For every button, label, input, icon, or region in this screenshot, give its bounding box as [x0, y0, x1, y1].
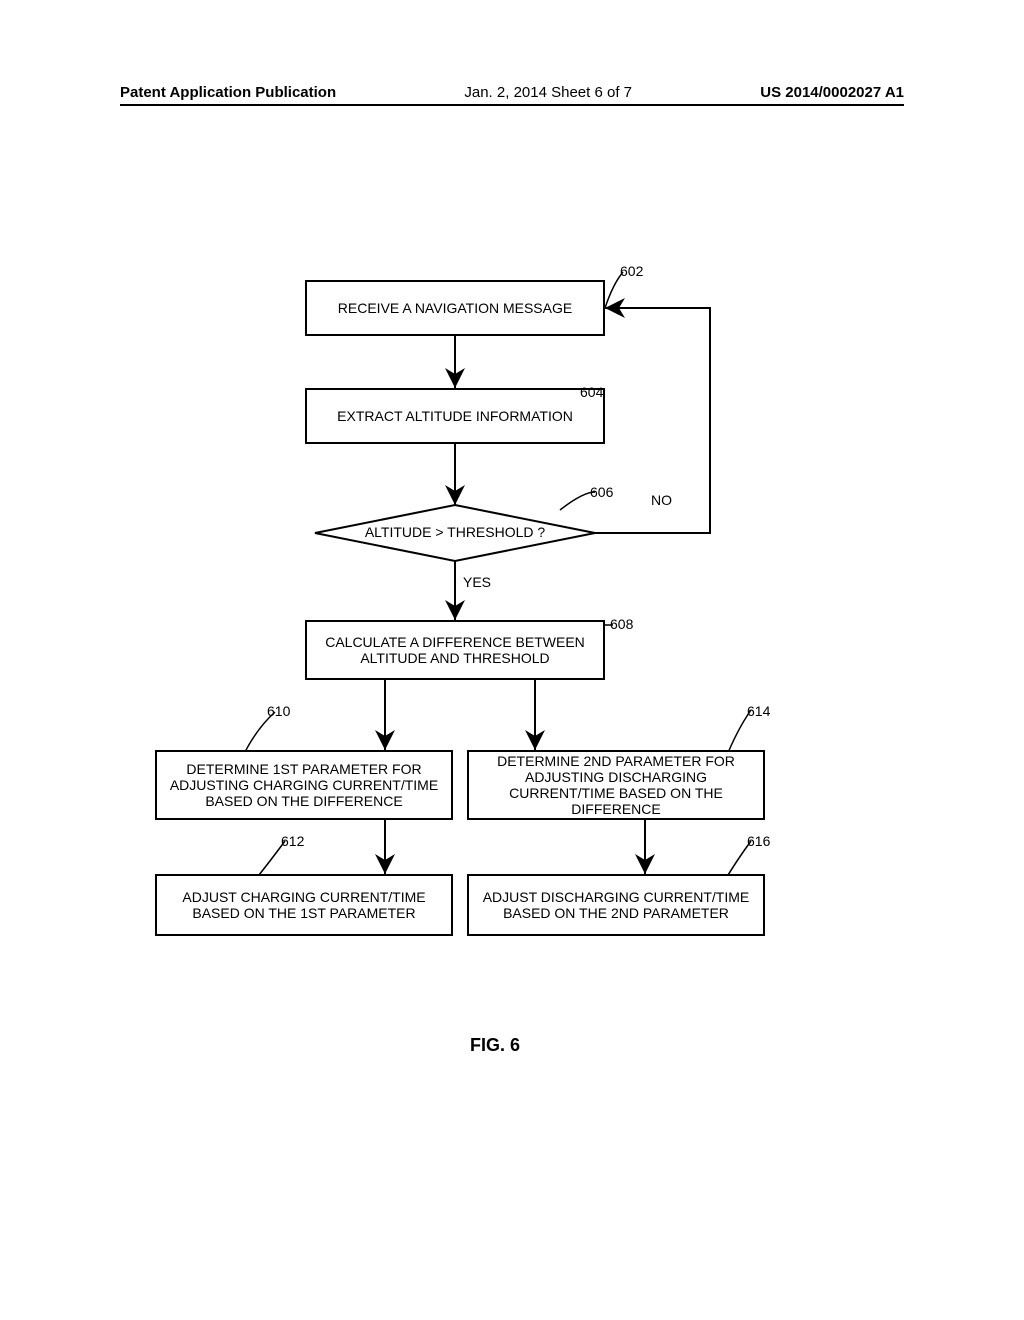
flowchart-box-612: ADJUST CHARGING CURRENT/TIME BASED ON TH… — [155, 874, 453, 936]
figure-label: FIG. 6 — [470, 1035, 520, 1056]
ref-label-610: 610 — [267, 703, 290, 719]
ref-label-608: 608 — [610, 616, 633, 632]
flowchart-box-608: CALCULATE A DIFFERENCE BETWEEN ALTITUDE … — [305, 620, 605, 680]
flowchart-diagram: RECEIVE A NAVIGATION MESSAGE 602 EXTRACT A… — [155, 260, 871, 1020]
ref-label-616: 616 — [747, 833, 770, 849]
ref-label-606: 606 — [590, 484, 613, 500]
edge-label-no: NO — [651, 492, 672, 508]
ref-label-602: 602 — [620, 263, 643, 279]
flowchart-box-616: ADJUST DISCHARGING CURRENT/TIME BASED ON… — [467, 874, 765, 936]
flowchart-box-604: EXTRACT ALTITUDE INFORMATION — [305, 388, 605, 444]
header-rule — [120, 104, 904, 106]
ref-label-612: 612 — [281, 833, 304, 849]
flowchart-box-610: DETERMINE 1ST PARAMETER FOR ADJUSTING CH… — [155, 750, 453, 820]
ref-label-614: 614 — [747, 703, 770, 719]
edge-label-yes: YES — [463, 574, 491, 590]
flowchart-box-602: RECEIVE A NAVIGATION MESSAGE — [305, 280, 605, 336]
header-right: US 2014/0002027 A1 — [760, 84, 904, 101]
flowchart-decision-606: ALTITUDE > THRESHOLD ? — [333, 524, 577, 540]
header-center: Jan. 2, 2014 Sheet 6 of 7 — [464, 84, 632, 101]
page-header: Patent Application Publication Jan. 2, 2… — [120, 84, 904, 101]
header-left: Patent Application Publication — [120, 84, 336, 101]
flowchart-box-614: DETERMINE 2ND PARAMETER FOR ADJUSTING DI… — [467, 750, 765, 820]
ref-label-604: 604 — [580, 384, 603, 400]
